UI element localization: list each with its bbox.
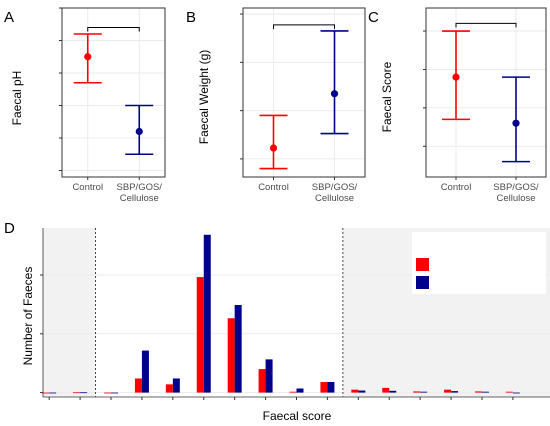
panel-a-plot: Control SBP/GOS/Cellulose: [59, 7, 166, 204]
panel-a-frame: [61, 7, 166, 178]
panel-b-border: [242, 7, 366, 178]
panel-a-border: [61, 7, 166, 178]
panel-d-legend-box: [412, 232, 546, 294]
panel-c-letter: C: [368, 9, 379, 26]
panel-d-bar-sbp-gos-cellulose: [80, 392, 88, 394]
panel-a-xtick-label: Control: [72, 182, 103, 193]
panel-c-significance-bracket: [455, 22, 517, 28]
panel-d-legend-swatch: [416, 276, 429, 289]
panel-d-bar-sbp-gos-cellulose: [265, 359, 273, 393]
panel-c-xtick-label: Control: [441, 182, 472, 193]
panel-d-bar-control: [196, 277, 204, 393]
panel-b-plot: Control SBP/GOS/Cellulose: [240, 7, 366, 204]
panel-d-bar-control: [320, 382, 328, 393]
panel-d-bar-control: [165, 384, 173, 393]
panel-a: A Faecal pH Control SBP/GOS/Cellulose: [4, 7, 166, 204]
panel-c-xtick-label-line: SBP/GOS/: [493, 182, 539, 193]
panel-d-bar-sbp-gos-cellulose: [49, 392, 57, 394]
panel-d-bar-control: [227, 318, 235, 393]
panel-c-mean-point: [512, 119, 520, 127]
panel-d-bar-sbp-gos-cellulose: [296, 388, 304, 393]
panel-c-plot: Control SBP/GOS/Cellulose: [423, 7, 547, 204]
panel-b-mean-point: [330, 90, 339, 98]
panel-a-xtick-label-line: SBP/GOS/: [117, 182, 163, 193]
panel-d-bar-control: [351, 389, 359, 393]
panel-a-xtick-label-line: Cellulose: [120, 193, 159, 204]
panel-a-significance-bracket: [87, 27, 140, 32]
panel-a-ylabel: Faecal pH: [10, 71, 24, 126]
panel-d-bar-control: [382, 387, 390, 393]
panel-a-mean-point: [84, 53, 92, 61]
panel-d-ylabel: Number of Faeces: [21, 267, 35, 366]
panel-d-bar-sbp-gos-cellulose: [512, 392, 520, 394]
panel-d-bar-control: [134, 378, 142, 393]
panel-d-bar-sbp-gos-cellulose: [358, 390, 366, 393]
panel-d-bar-sbp-gos-cellulose: [111, 392, 119, 394]
panel-d-bar-control: [42, 392, 50, 394]
panel-d-letter: D: [4, 220, 15, 237]
panel-b-xtick-label: SBP/GOS/Cellulose: [312, 182, 358, 204]
panel-d: D Number of Faeces Faecal score: [4, 220, 550, 423]
panel-d-bar-sbp-gos-cellulose: [420, 391, 428, 393]
panel-b-xtick-label-line: SBP/GOS/: [312, 182, 358, 193]
panel-c-xtick-label: SBP/GOS/Cellulose: [493, 182, 539, 204]
panel-b-xtick-label: Control: [258, 182, 289, 193]
panel-d-legend-swatch: [416, 258, 429, 271]
panel-d-bar-sbp-gos-cellulose: [172, 378, 180, 393]
panel-b-letter: B: [186, 9, 196, 26]
panel-d-bar-sbp-gos-cellulose: [481, 391, 489, 393]
panel-c-border: [425, 7, 547, 178]
panel-b-ylabel: Faecal Weight (g): [197, 50, 211, 144]
panel-a-letter: A: [4, 9, 14, 26]
panel-d-bar-control: [413, 391, 421, 393]
panel-b-frame: [242, 7, 366, 178]
panel-b-significance-bracket: [273, 24, 335, 29]
panel-d-bar-sbp-gos-cellulose: [234, 305, 242, 393]
panel-b: B Faecal Weight (g) Control SBP/GOS/Cellu…: [186, 7, 366, 204]
panel-b-xtick-label-line: Cellulose: [315, 193, 354, 204]
panel-d-bar-control: [444, 389, 452, 393]
panel-c-mean-point: [452, 73, 460, 81]
panel-d-plot: [40, 228, 550, 400]
panel-a-xtick-label: SBP/GOS/Cellulose: [117, 182, 163, 204]
panel-a-mean-point: [135, 127, 143, 136]
panel-d-bar-control: [73, 392, 81, 394]
panel-b-xtick-label-line: Control: [258, 182, 289, 193]
panel-a-xtick-label-line: Control: [72, 182, 103, 193]
panel-d-bar-control: [258, 369, 266, 393]
panel-d-bar-sbp-gos-cellulose: [389, 390, 397, 393]
panel-c-xtick-label-line: Cellulose: [496, 193, 535, 204]
panel-d-shaded-region: [43, 228, 96, 397]
panel-d-bar-control: [505, 391, 513, 393]
panel-d-bar-control: [289, 391, 297, 393]
panel-b-mean-point: [269, 144, 278, 152]
panel-d-bar-sbp-gos-cellulose: [327, 382, 335, 393]
panel-d-bar-control: [474, 391, 482, 393]
panel-c-frame: [425, 7, 547, 178]
panel-c-ylabel: Faecal Score: [380, 61, 394, 132]
panel-d-bar-sbp-gos-cellulose: [141, 350, 149, 393]
panel-c: C Faecal Score Control SBP/GOS/Cellulose: [368, 7, 547, 204]
panel-d-bar-control: [104, 392, 112, 394]
panel-c-xtick-label-line: Control: [441, 182, 472, 193]
panel-d-bar-sbp-gos-cellulose: [451, 391, 459, 393]
panel-d-xlabel: Faecal score: [263, 409, 332, 423]
panel-d-bar-sbp-gos-cellulose: [203, 234, 211, 393]
panel-d-legend: [412, 232, 546, 294]
